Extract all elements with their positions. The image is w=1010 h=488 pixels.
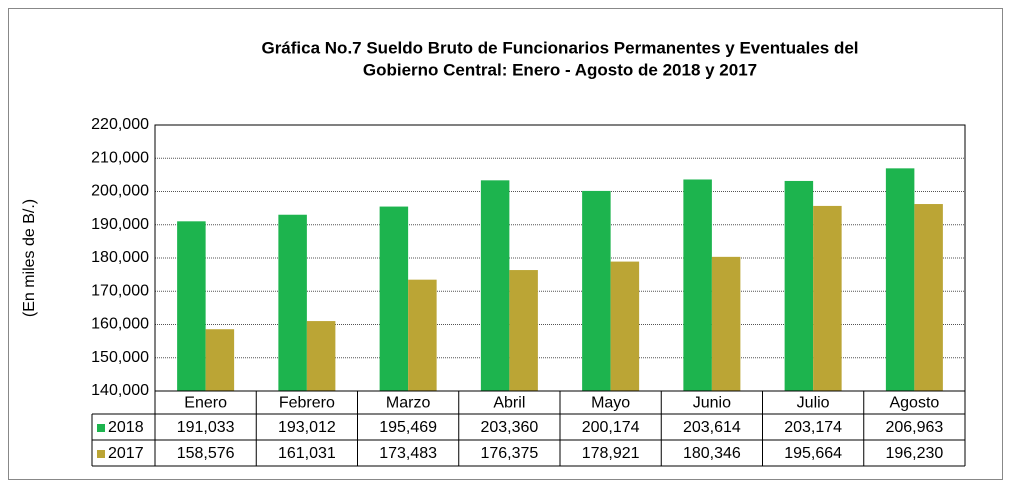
data-label: 158,576 xyxy=(177,445,235,462)
y-tick-label: 220,000 xyxy=(91,116,149,133)
data-label: 195,664 xyxy=(784,445,842,462)
y-tick-label: 150,000 xyxy=(91,349,149,366)
legend-label: 2018 xyxy=(108,419,144,436)
y-tick-label: 140,000 xyxy=(91,382,149,399)
data-label: 193,012 xyxy=(278,419,336,436)
bar xyxy=(379,206,409,391)
y-tick-label: 160,000 xyxy=(91,316,149,333)
data-label: 191,033 xyxy=(177,419,235,436)
x-tick-label: Febrero xyxy=(279,395,335,412)
x-tick-label: Abril xyxy=(493,395,525,412)
x-tick-label: Mayo xyxy=(591,395,630,412)
legend-swatch xyxy=(97,450,105,458)
chart-title: Gráfica No.7 Sueldo Bruto de Funcionario… xyxy=(261,38,858,57)
data-label: 178,921 xyxy=(582,445,640,462)
x-tick-label: Agosto xyxy=(889,395,939,412)
data-label: 195,469 xyxy=(379,419,437,436)
y-axis-label: (En miles de B/.) xyxy=(21,199,38,317)
x-tick-label: Junio xyxy=(693,395,731,412)
data-label: 203,614 xyxy=(683,419,741,436)
data-label: 176,375 xyxy=(480,445,538,462)
chart-title: Gobierno Central: Enero - Agosto de 2018… xyxy=(363,60,757,79)
y-tick-label: 190,000 xyxy=(91,216,149,233)
bar xyxy=(914,204,943,391)
bar xyxy=(306,321,336,391)
legend-swatch xyxy=(97,424,105,432)
bar xyxy=(784,180,814,391)
y-tick-label: 170,000 xyxy=(91,282,149,299)
data-label: 196,230 xyxy=(885,445,943,462)
data-label: 203,174 xyxy=(784,419,842,436)
y-tick-label: 200,000 xyxy=(91,183,149,200)
bar xyxy=(509,270,538,391)
bar xyxy=(813,205,842,391)
bar xyxy=(683,179,712,391)
bar xyxy=(177,221,206,391)
legend-label: 2017 xyxy=(108,445,144,462)
bar xyxy=(711,256,741,391)
data-label: 206,963 xyxy=(885,419,943,436)
bar xyxy=(885,168,915,391)
data-label: 173,483 xyxy=(379,445,437,462)
x-tick-label: Julio xyxy=(797,395,830,412)
bar xyxy=(408,279,437,391)
data-label: 180,346 xyxy=(683,445,741,462)
y-tick-label: 210,000 xyxy=(91,149,149,166)
x-tick-label: Enero xyxy=(184,395,227,412)
bar xyxy=(610,261,640,391)
data-label: 200,174 xyxy=(582,419,640,436)
bar xyxy=(582,190,611,391)
bar xyxy=(480,180,510,391)
x-tick-label: Marzo xyxy=(386,395,431,412)
bar xyxy=(278,214,307,391)
data-label: 203,360 xyxy=(480,419,538,436)
bar xyxy=(205,329,235,391)
data-label: 161,031 xyxy=(278,445,336,462)
y-tick-label: 180,000 xyxy=(91,249,149,266)
